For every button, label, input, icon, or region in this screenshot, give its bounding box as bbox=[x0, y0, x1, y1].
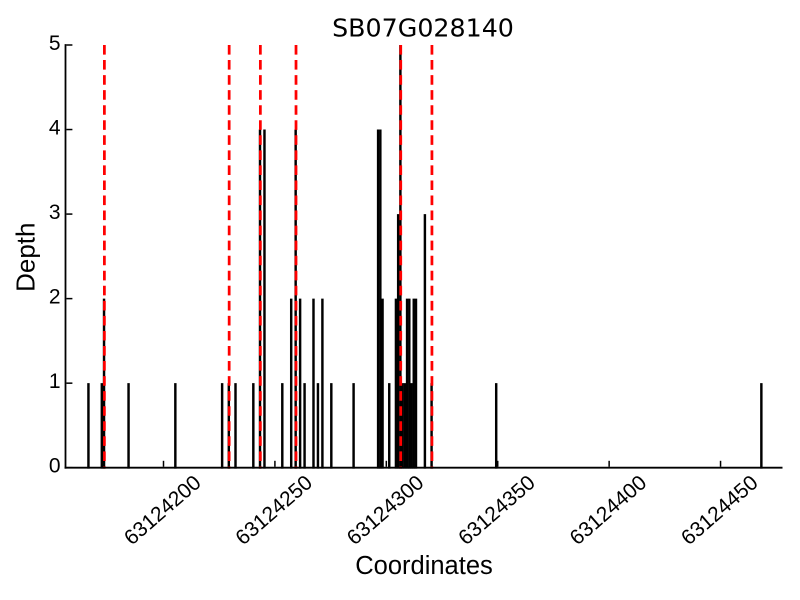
x-tick-label: 63124300 bbox=[343, 471, 429, 550]
y-tick-label: 1 bbox=[49, 370, 61, 393]
tick-labels-group: 0 1 2 3 4 5 63124200 63124250 63124300 63124350 63… bbox=[49, 32, 763, 550]
x-tick-label: 63124400 bbox=[566, 471, 652, 550]
y-tick-label: 3 bbox=[49, 201, 61, 224]
axes-group bbox=[64, 44, 783, 469]
y-tick-label: 5 bbox=[49, 32, 61, 55]
x-tick-label: 63124250 bbox=[231, 471, 317, 550]
bars-group bbox=[87, 45, 763, 469]
x-axis-label: Coordinates bbox=[355, 552, 493, 580]
chart-title: SB07G028140 bbox=[332, 13, 514, 42]
x-tick-label: 63124350 bbox=[454, 471, 540, 550]
y-tick-label: 4 bbox=[49, 117, 61, 140]
x-tick-label: 63124200 bbox=[120, 471, 206, 550]
y-tick-label: 0 bbox=[49, 455, 61, 478]
x-tick-label: 63124450 bbox=[677, 471, 763, 550]
y-axis-label: Depth bbox=[10, 223, 40, 292]
marker-lines-group bbox=[103, 45, 434, 469]
y-tick-label: 2 bbox=[49, 286, 61, 309]
